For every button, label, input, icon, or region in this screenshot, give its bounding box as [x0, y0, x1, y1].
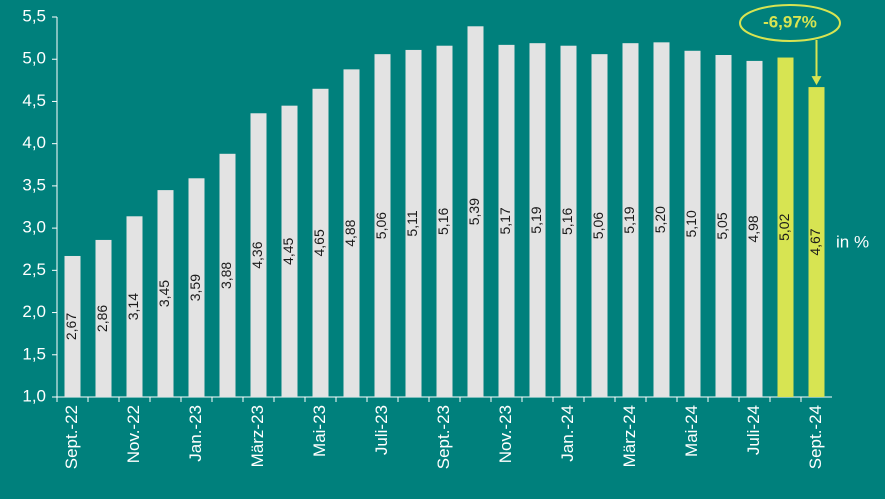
bar	[95, 239, 112, 397]
value-label: 4,36	[249, 241, 265, 268]
y-tick-label: 4,5	[22, 91, 46, 110]
value-label: 5,19	[528, 206, 544, 233]
value-label: 5,16	[435, 208, 451, 235]
bar	[808, 87, 825, 397]
value-label: 5,20	[652, 206, 668, 233]
value-label: 3,59	[187, 274, 203, 301]
x-tick-label: Jan.-23	[186, 405, 205, 462]
value-label: 5,05	[714, 212, 730, 239]
bar	[157, 190, 174, 397]
bar	[436, 45, 453, 397]
y-tick-label: 1,0	[22, 386, 46, 405]
unit-label: in %	[836, 232, 869, 251]
bar	[591, 54, 608, 398]
x-tick-label: März-24	[620, 405, 639, 467]
value-label: 2,86	[94, 305, 110, 332]
x-tick-label: Mai-24	[682, 405, 701, 457]
value-label: 5,17	[497, 207, 513, 234]
bar	[374, 54, 391, 398]
x-tick-label: Sept.-22	[62, 405, 81, 469]
value-label: 5,02	[776, 213, 792, 240]
x-tick-label: Juli-23	[372, 405, 391, 455]
value-label: 5,16	[559, 208, 575, 235]
value-label: 3,88	[218, 262, 234, 289]
value-label: 4,67	[807, 228, 823, 255]
value-label: 4,65	[311, 229, 327, 256]
value-label: 5,06	[590, 212, 606, 239]
y-tick-label: 3,0	[22, 218, 46, 237]
bar	[498, 44, 515, 397]
value-label: 5,19	[621, 206, 637, 233]
bar	[529, 43, 546, 398]
y-tick-label: 2,5	[22, 260, 46, 279]
value-label: 4,45	[280, 237, 296, 264]
annotation: -6,97%	[763, 12, 817, 31]
value-label: 5,11	[404, 210, 420, 236]
bar	[560, 45, 577, 397]
bar	[219, 153, 236, 397]
value-label: 5,10	[683, 210, 699, 237]
y-tick-label: 5,0	[22, 49, 46, 68]
bar	[715, 55, 732, 397]
x-tick-label: Sept.-23	[434, 405, 453, 469]
bar	[126, 216, 143, 397]
bar	[343, 69, 360, 397]
x-tick-label: Mai-23	[310, 405, 329, 457]
x-tick-label: Nov.-22	[124, 405, 143, 463]
x-tick-label: März-23	[248, 405, 267, 467]
bar	[312, 88, 329, 398]
y-tick-label: 4,0	[22, 133, 46, 152]
value-label: 5,06	[373, 212, 389, 239]
x-tick-label: Sept.-24	[806, 405, 825, 469]
value-label: 3,45	[156, 280, 172, 307]
bar	[684, 50, 701, 398]
y-tick-label: 2,0	[22, 302, 46, 321]
x-tick-label: Juli-24	[744, 405, 763, 455]
bar	[622, 43, 639, 398]
value-label: 4,98	[745, 215, 761, 242]
bar	[188, 178, 205, 397]
annotation-ellipse	[739, 4, 841, 42]
y-tick-label: 1,5	[22, 344, 46, 363]
y-tick-label: 3,5	[22, 175, 46, 194]
value-label: 3,14	[125, 293, 141, 320]
bar	[281, 105, 298, 398]
x-tick-label: Jan.-24	[558, 405, 577, 462]
value-label: 4,88	[342, 219, 358, 246]
bar	[653, 42, 670, 397]
bar	[746, 60, 763, 398]
value-label: 5,39	[466, 198, 482, 225]
bar	[64, 255, 81, 397]
bar	[777, 57, 794, 398]
annotation-arrowhead	[811, 76, 822, 86]
bar	[250, 113, 267, 398]
x-tick-label: Nov.-23	[496, 405, 515, 463]
y-tick-label: 5,5	[22, 6, 46, 25]
bar	[405, 49, 422, 397]
bar	[467, 26, 484, 398]
value-label: 2,67	[63, 313, 79, 340]
